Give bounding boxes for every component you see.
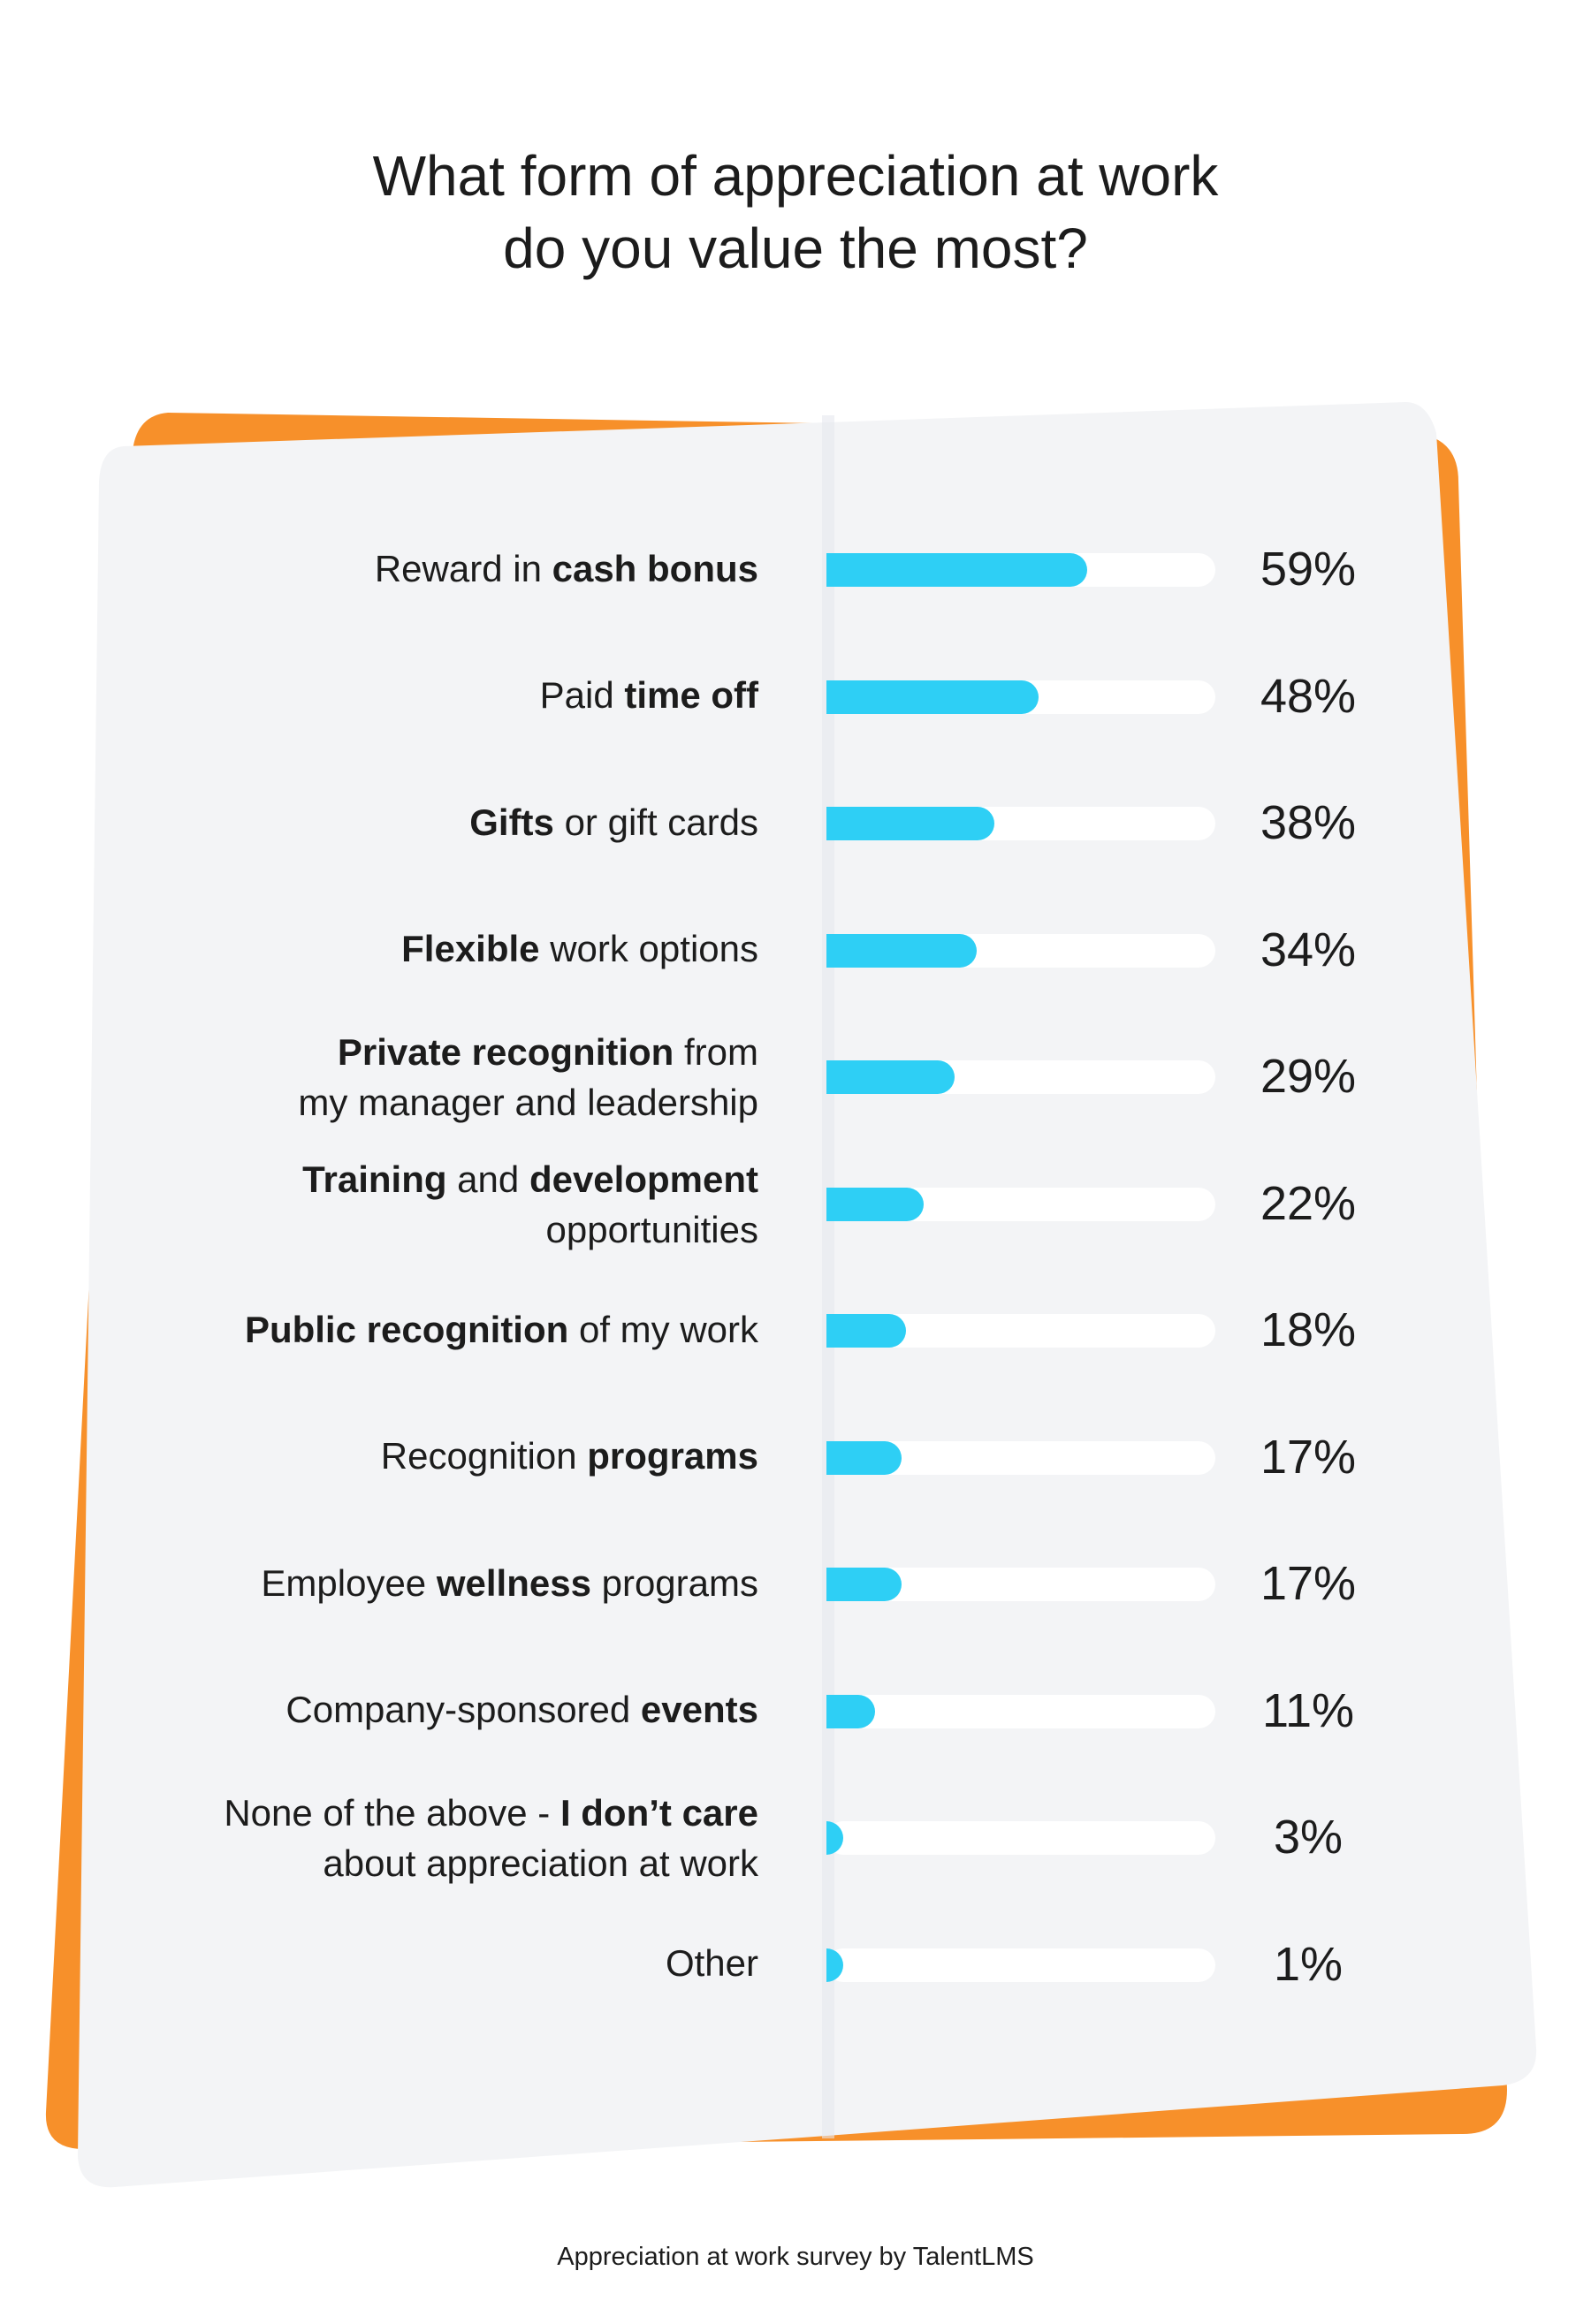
bar bbox=[826, 1821, 843, 1855]
label-text: Training bbox=[302, 1158, 447, 1200]
label-line: Training and development bbox=[302, 1154, 758, 1204]
category-label: Company-sponsored events bbox=[285, 1684, 758, 1735]
label-text: cash bonus bbox=[552, 547, 758, 589]
bar bbox=[826, 807, 994, 840]
bar bbox=[826, 1187, 924, 1221]
label-text: from bbox=[674, 1031, 758, 1073]
label-text: Other bbox=[665, 1942, 758, 1984]
label-line: None of the above - I don’t care bbox=[224, 1788, 758, 1838]
value-label: 29% bbox=[1260, 1050, 1357, 1103]
label-text: I don’t care bbox=[560, 1792, 758, 1834]
bar bbox=[826, 933, 977, 968]
value-label: 17% bbox=[1260, 1430, 1357, 1484]
category-label: Public recognition of my work bbox=[245, 1304, 758, 1355]
label-text: and bbox=[446, 1158, 529, 1200]
label-line: Reward in cash bonus bbox=[375, 543, 758, 594]
label-text: Reward in bbox=[374, 547, 552, 589]
label-line: Private recognition from bbox=[298, 1027, 758, 1077]
bar bbox=[826, 1948, 843, 1982]
bar bbox=[826, 1314, 906, 1348]
label-text: Company-sponsored bbox=[285, 1689, 641, 1730]
label-text: programs bbox=[590, 1561, 758, 1604]
value-label: 59% bbox=[1260, 543, 1357, 596]
value-label: 1% bbox=[1273, 1937, 1344, 1991]
label-line: my manager and leadership bbox=[298, 1077, 758, 1128]
value-label: 17% bbox=[1260, 1557, 1357, 1610]
paper-card bbox=[78, 402, 1537, 2188]
category-label: Private recognition from my manager and l… bbox=[298, 1027, 758, 1128]
category-label: Reward in cash bonus bbox=[375, 543, 758, 594]
bar-track bbox=[826, 1694, 1215, 1728]
bar bbox=[826, 680, 1039, 714]
category-label: Employee wellness programs bbox=[261, 1558, 758, 1608]
value-label: 22% bbox=[1260, 1176, 1357, 1230]
value-label: 11% bbox=[1261, 1683, 1355, 1737]
label-line: Flexible work options bbox=[401, 923, 758, 974]
label-text: or gift cards bbox=[553, 801, 758, 843]
label-line: Gifts or gift cards bbox=[469, 797, 758, 847]
value-label: 18% bbox=[1260, 1303, 1357, 1356]
label-text: development bbox=[529, 1158, 758, 1200]
category-label: Gifts or gift cards bbox=[469, 797, 758, 847]
bar bbox=[826, 1568, 902, 1601]
label-line: Public recognition of my work bbox=[245, 1304, 758, 1355]
bar bbox=[826, 1440, 902, 1475]
label-text: Flexible bbox=[401, 928, 540, 969]
fold-shadow bbox=[822, 415, 834, 2138]
category-label: None of the above - I don’t care about ap… bbox=[224, 1788, 758, 1888]
label-text: None of the above - bbox=[224, 1792, 560, 1834]
footer: Appreciation at work survey by TalentLMS bbox=[557, 2243, 1034, 2271]
category-label: Recognition programs bbox=[381, 1431, 758, 1481]
value-label: 3% bbox=[1273, 1811, 1344, 1864]
label-text: of my work bbox=[568, 1308, 758, 1350]
category-label: Other bbox=[666, 1938, 758, 1988]
label-text: time off bbox=[624, 674, 758, 716]
label-text: Recognition bbox=[380, 1435, 588, 1477]
label-text: Private recognition bbox=[337, 1031, 674, 1073]
label-text: events bbox=[640, 1689, 758, 1730]
label-line: Employee wellness programs bbox=[261, 1558, 758, 1608]
label-text: about appreciation at work bbox=[323, 1842, 758, 1884]
bar-track bbox=[826, 1821, 1215, 1855]
label-text: opportunities bbox=[545, 1208, 759, 1250]
label-text: work options bbox=[539, 928, 758, 969]
label-line: Other bbox=[666, 1938, 758, 1988]
label-line: about appreciation at work bbox=[224, 1838, 758, 1888]
category-label: Flexible work options bbox=[401, 923, 758, 974]
label-line: Company-sponsored events bbox=[285, 1684, 758, 1735]
label-text: Employee bbox=[261, 1561, 437, 1604]
bar bbox=[826, 1694, 875, 1728]
label-text: Paid bbox=[539, 674, 625, 716]
label-line: Recognition programs bbox=[381, 1431, 758, 1481]
label-line: opportunities bbox=[302, 1204, 759, 1255]
category-label: Paid time off bbox=[540, 670, 758, 720]
category-label: Training and development opportunities bbox=[302, 1154, 758, 1255]
label-text: programs bbox=[587, 1435, 758, 1477]
label-text: wellness bbox=[436, 1561, 591, 1604]
value-label: 48% bbox=[1260, 669, 1357, 723]
label-text: Public recognition bbox=[244, 1308, 569, 1350]
value-label: 34% bbox=[1260, 923, 1357, 976]
bar bbox=[826, 1060, 955, 1094]
chart-title: What form of appreciation at work bbox=[372, 144, 1219, 208]
label-text: Gifts bbox=[469, 801, 554, 843]
label-text: my manager and leadership bbox=[298, 1082, 758, 1123]
bar bbox=[826, 553, 1087, 587]
label-line: Paid time off bbox=[540, 670, 758, 720]
value-label: 38% bbox=[1260, 796, 1357, 849]
bar-track bbox=[826, 1948, 1215, 1982]
chart-title: do you value the most? bbox=[503, 216, 1088, 280]
